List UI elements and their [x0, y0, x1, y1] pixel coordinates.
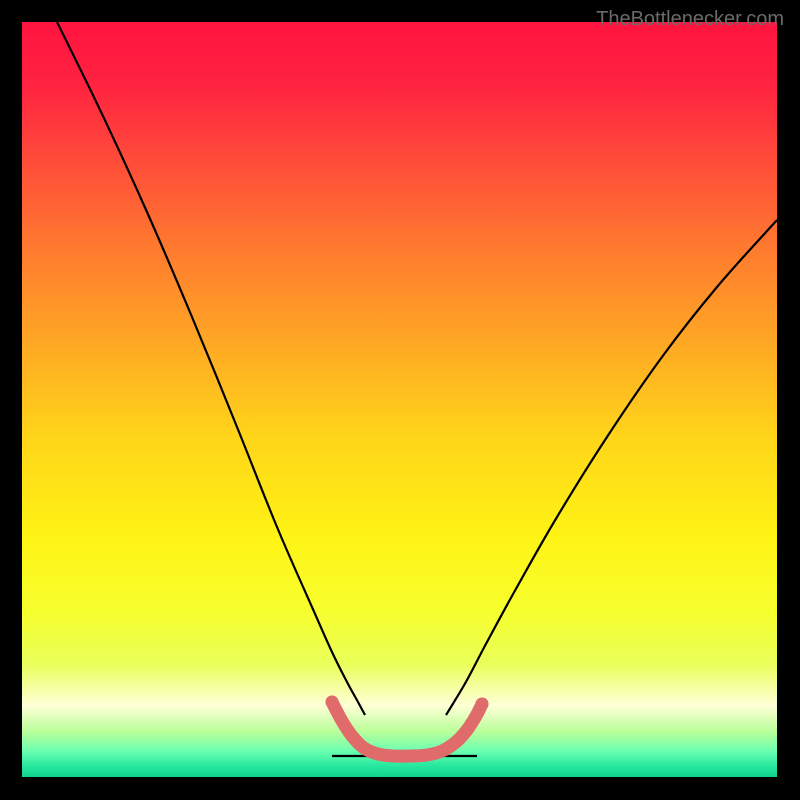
curve-overlay	[22, 22, 777, 777]
valley-dot	[406, 750, 418, 762]
valley-highlight	[332, 702, 482, 756]
valley-dot-right	[476, 698, 489, 711]
left-curve	[57, 22, 365, 715]
valley-dot-left	[326, 696, 339, 709]
valley-dot	[372, 748, 384, 760]
plot-area	[22, 22, 777, 777]
chart-container: TheBottlenecker.com	[0, 0, 800, 800]
valley-dot	[436, 745, 448, 757]
valley-dot	[461, 724, 473, 736]
right-curve	[446, 220, 777, 715]
valley-dot	[346, 730, 358, 742]
watermark-label: TheBottlenecker.com	[596, 8, 784, 31]
